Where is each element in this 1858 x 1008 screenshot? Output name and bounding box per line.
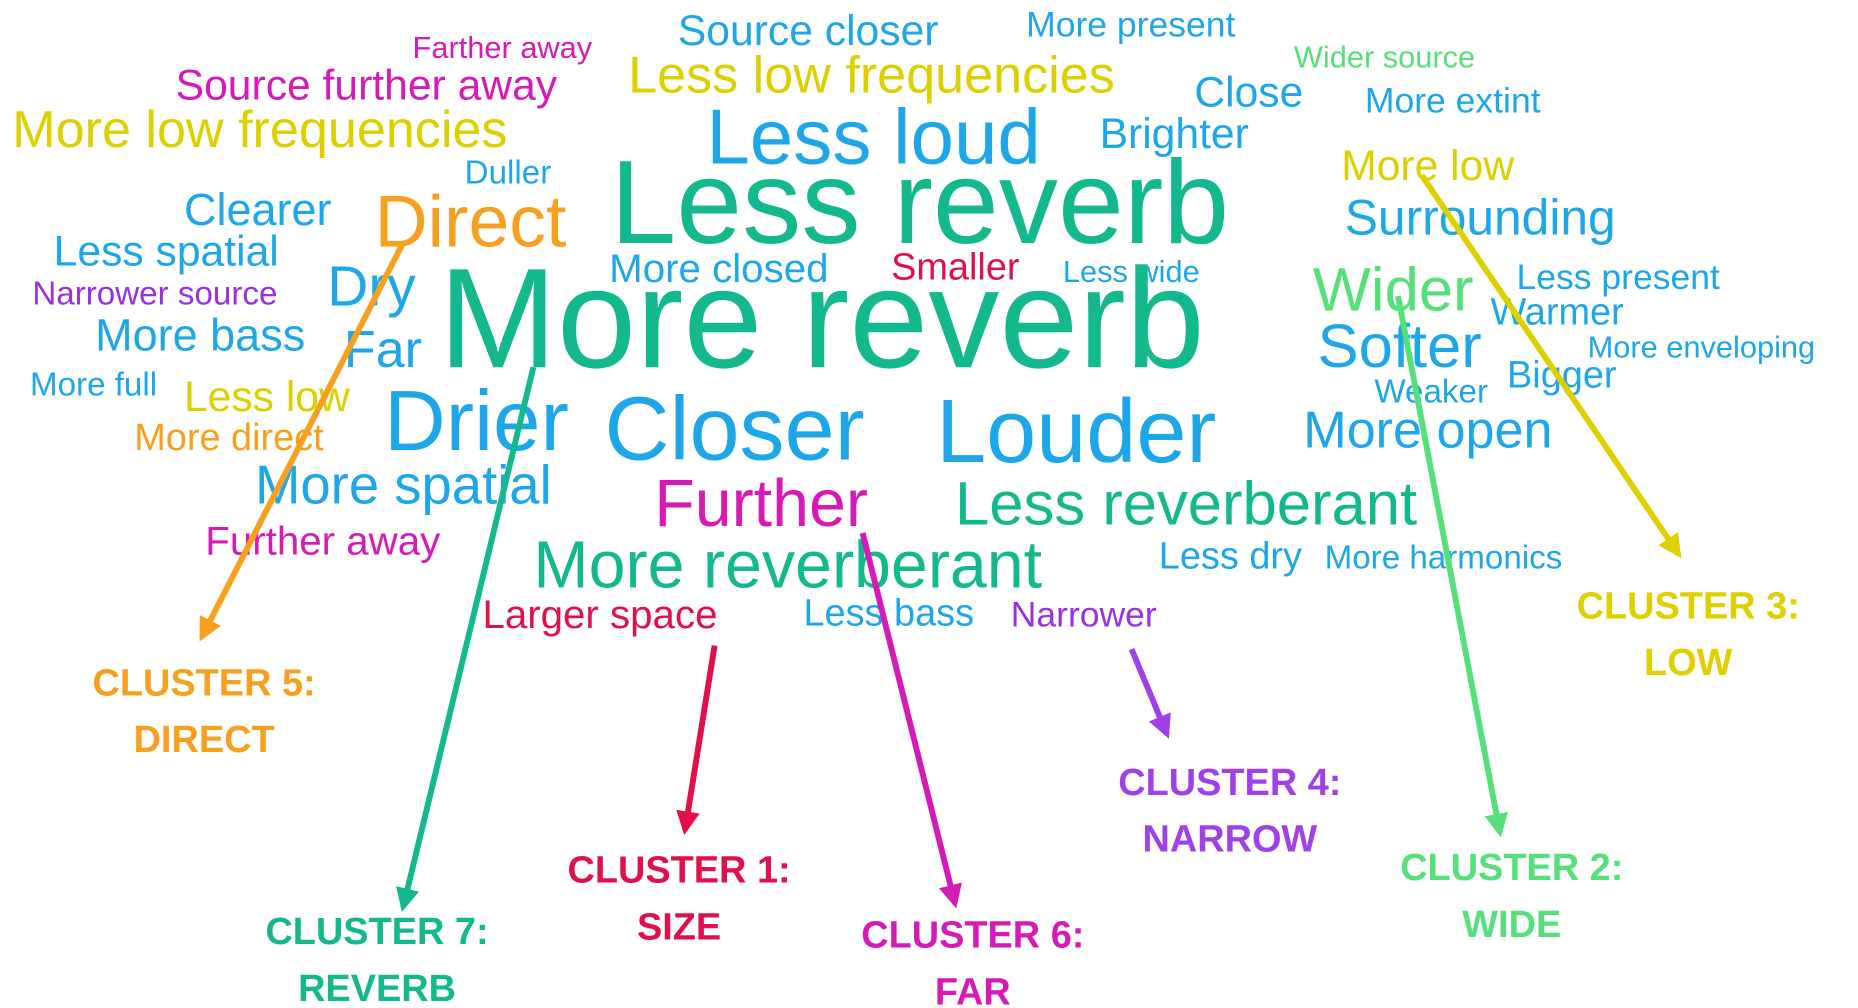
word: Clearer [184, 184, 332, 235]
word: More bass [95, 310, 305, 361]
cluster-name: REVERB [298, 968, 456, 1008]
cluster-title: CLUSTER 3: [1577, 585, 1800, 627]
word: Source closer [678, 7, 939, 55]
word: Drier [384, 374, 569, 469]
word: Less reverb [610, 137, 1229, 269]
word: More enveloping [1588, 330, 1816, 365]
arrows [199, 173, 1682, 912]
word: Less loud [706, 92, 1041, 180]
word: Narrower [1011, 595, 1157, 635]
cluster-title: CLUSTER 2: [1400, 847, 1623, 889]
cluster-title: CLUSTER 5: [93, 662, 316, 704]
word: Direct [375, 180, 567, 262]
word: Weaker [1374, 374, 1488, 411]
cluster-name: LOW [1644, 642, 1733, 684]
word: Narrower source [32, 275, 277, 312]
arrow [1419, 173, 1682, 559]
word: More direct [134, 417, 324, 459]
word: More present [1026, 5, 1235, 45]
word: Duller [465, 155, 552, 192]
cluster-name: WIDE [1462, 904, 1561, 946]
arrow [396, 366, 537, 912]
word: Less spatial [54, 227, 279, 275]
cluster-name: SIZE [637, 906, 721, 948]
arrow [1128, 647, 1171, 739]
word: More low frequencies [12, 101, 507, 159]
cluster-title: CLUSTER 4: [1118, 762, 1341, 804]
word: More reverberant [533, 529, 1042, 603]
word: Less reverberant [955, 470, 1417, 539]
word: More closed [609, 246, 828, 291]
word: Further [654, 467, 868, 541]
word: Farther away [413, 30, 593, 65]
word: Less low frequencies [628, 46, 1115, 104]
arrow [1395, 295, 1509, 838]
word: Less present [1517, 257, 1720, 297]
word: Surrounding [1345, 190, 1616, 246]
word: Wider [1313, 255, 1474, 324]
word: Closer [604, 380, 864, 480]
word: Wider source [1294, 40, 1475, 75]
cluster-name: FAR [935, 971, 1011, 1008]
word: More extint [1365, 81, 1541, 121]
word: Bigger [1507, 354, 1617, 396]
word: Smaller [891, 247, 1019, 289]
cluster-name: NARROW [1143, 819, 1318, 861]
word: Larger space [482, 592, 717, 637]
clusters: CLUSTER 5: DIRECT CLUSTER 7: REVERB CLUSTER … [93, 585, 1800, 1008]
word: More reverb [439, 239, 1205, 398]
word: Close [1194, 69, 1303, 117]
word: Source further away [176, 61, 558, 109]
word: Softer [1318, 312, 1482, 381]
word: Brighter [1100, 110, 1249, 158]
word: Warmer [1490, 292, 1623, 334]
word: More full [30, 367, 157, 404]
arrow [676, 645, 718, 836]
cluster-name: DIRECT [134, 719, 275, 761]
words: Source closer More present Farther away Wid… [12, 5, 1815, 637]
cluster-title: CLUSTER 1: [567, 849, 790, 891]
cluster-title: CLUSTER 6: [861, 915, 1084, 957]
word: Louder [936, 382, 1216, 482]
word: Less wide [1063, 254, 1200, 289]
word: Less dry [1159, 536, 1302, 578]
arrow [859, 532, 962, 909]
arrow [199, 241, 406, 642]
cluster-title: CLUSTER 7: [265, 911, 488, 953]
